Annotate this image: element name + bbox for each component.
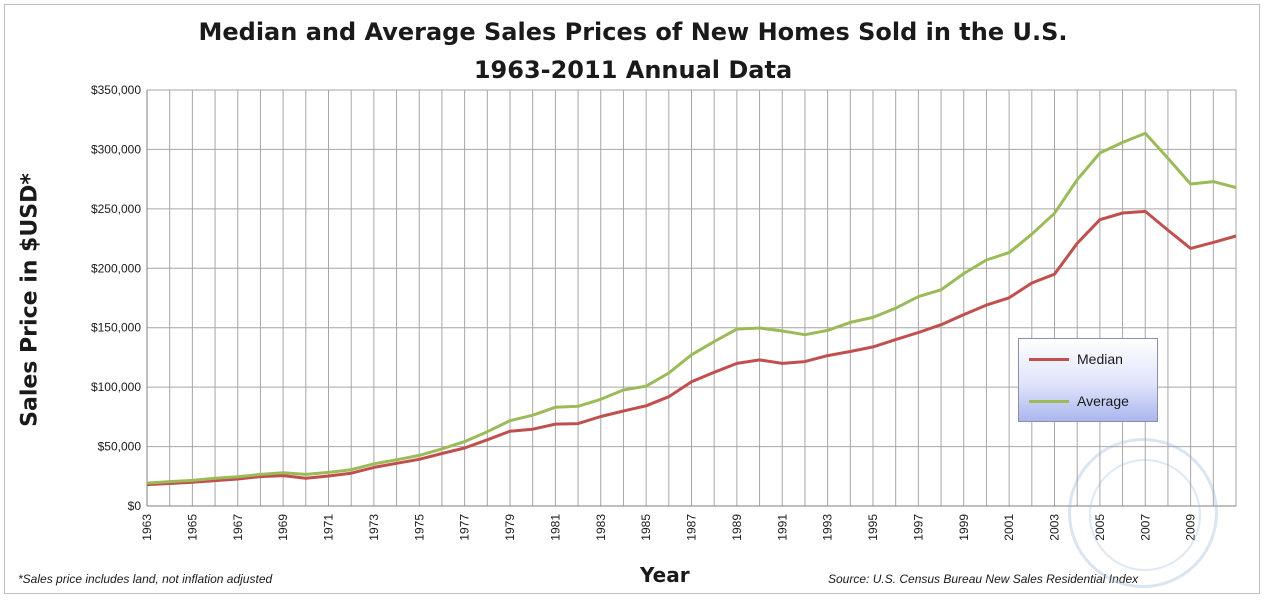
- y-tick-label: $0: [128, 499, 142, 513]
- y-tick-label: $100,000: [91, 380, 141, 394]
- footnote: *Sales price includes land, not inflatio…: [18, 572, 273, 586]
- x-axis-label: Year: [640, 563, 690, 587]
- legend-item-average: Average: [1029, 391, 1129, 411]
- legend: Median Average: [1018, 338, 1158, 422]
- chart-subtitle: 1963-2011 Annual Data: [473, 56, 793, 84]
- x-tick-label: 1981: [548, 514, 562, 541]
- series-line-average: [146, 131, 1237, 485]
- legend-label-median: Median: [1077, 351, 1123, 367]
- x-tick-label: 1979: [503, 514, 517, 541]
- legend-swatch-median: [1029, 357, 1069, 361]
- x-tick-label: 2001: [1002, 514, 1016, 541]
- legend-swatch-average: [1029, 399, 1069, 403]
- x-tick-label: 1965: [185, 514, 199, 541]
- chart-title: Median and Average Sales Prices of New H…: [198, 18, 1068, 46]
- y-tick-label: $200,000: [91, 261, 141, 275]
- legend-item-median: Median: [1029, 349, 1123, 369]
- x-tick-label: 1983: [594, 514, 608, 541]
- source-note: Source: U.S. Census Bureau New Sales Res…: [828, 572, 1139, 586]
- x-tick-label: 1969: [276, 514, 290, 541]
- y-tick-label: $350,000: [91, 83, 141, 97]
- x-tick-label: 1967: [231, 514, 245, 541]
- y-tick-label: $50,000: [98, 440, 142, 454]
- y-tick-label: $250,000: [91, 202, 141, 216]
- y-tick-label: $150,000: [91, 321, 141, 335]
- watermark-seal: [1068, 438, 1218, 588]
- x-tick-label: 1971: [322, 514, 336, 541]
- x-tick-label: 1993: [821, 514, 835, 541]
- x-tick-label: 1991: [775, 514, 789, 541]
- series-line-median: [146, 209, 1237, 487]
- x-tick-label: 1999: [957, 514, 971, 541]
- x-tick-label: 1985: [639, 514, 653, 541]
- x-tick-label: 1987: [685, 514, 699, 541]
- x-tick-label: 1977: [458, 514, 472, 541]
- x-tick-label: 1989: [730, 514, 744, 541]
- x-tick-label: 1973: [367, 514, 381, 541]
- x-tick-label: 2003: [1048, 514, 1062, 541]
- x-tick-label: 1997: [911, 514, 925, 541]
- y-tick-label: $300,000: [91, 142, 141, 156]
- x-tick-label: 1975: [412, 514, 426, 541]
- x-tick-label: 1995: [866, 514, 880, 541]
- legend-label-average: Average: [1077, 393, 1129, 409]
- x-tick-label: 1963: [140, 514, 154, 541]
